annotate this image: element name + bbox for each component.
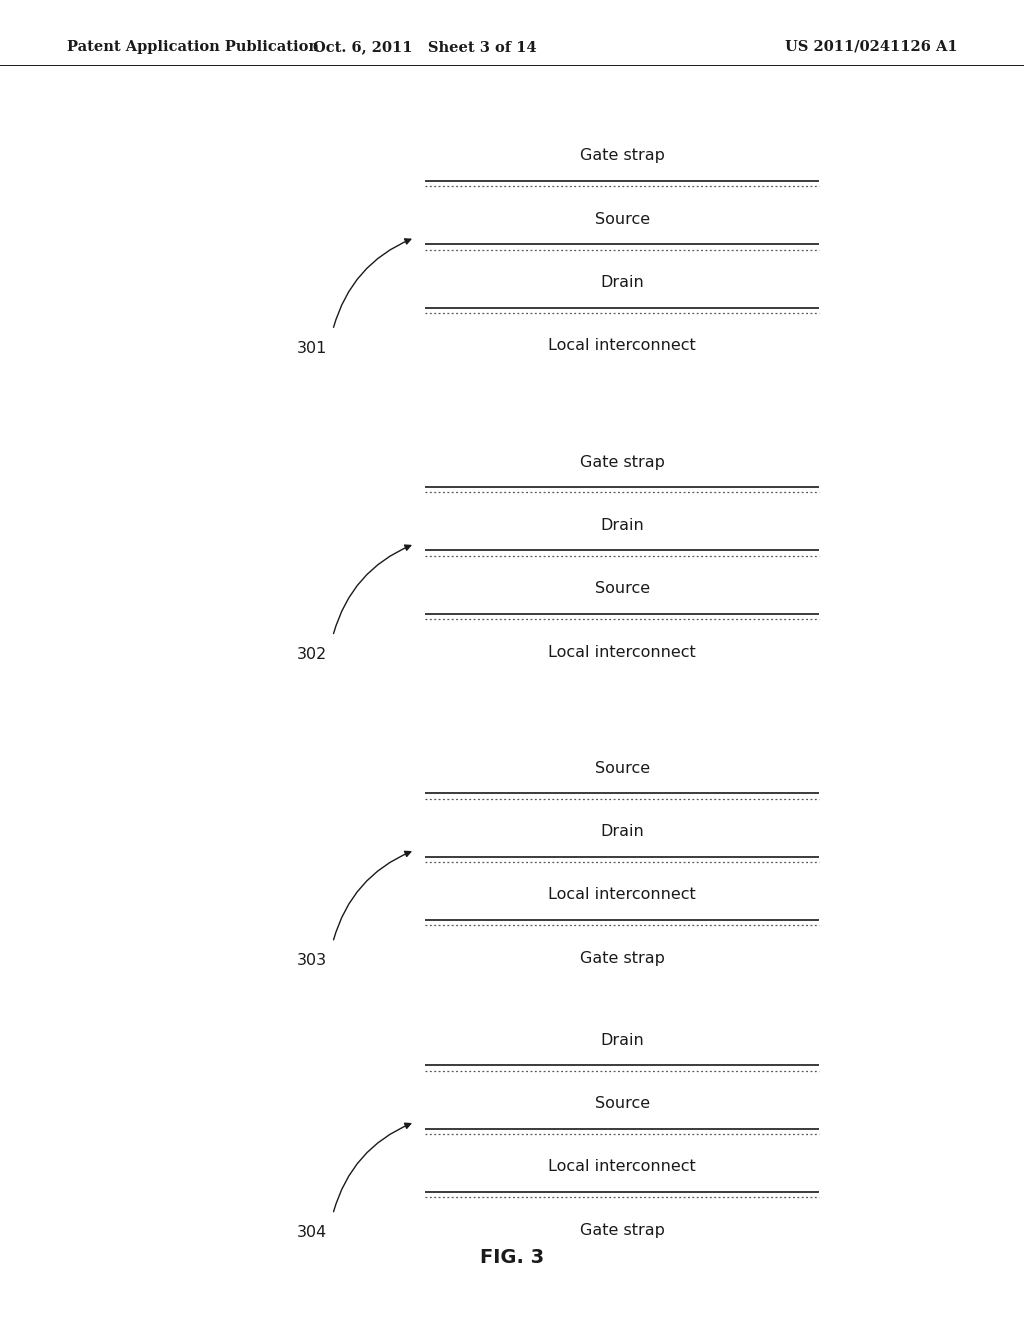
Text: Gate strap: Gate strap [580, 1222, 665, 1238]
Text: 301: 301 [297, 341, 328, 355]
Text: Gate strap: Gate strap [580, 148, 665, 164]
Text: Drain: Drain [600, 824, 644, 840]
Text: Source: Source [595, 1096, 649, 1111]
Text: US 2011/0241126 A1: US 2011/0241126 A1 [784, 40, 957, 54]
Text: Source: Source [595, 760, 649, 776]
Text: Source: Source [595, 211, 649, 227]
Text: Gate strap: Gate strap [580, 950, 665, 966]
Text: Patent Application Publication: Patent Application Publication [67, 40, 318, 54]
Text: Oct. 6, 2011   Sheet 3 of 14: Oct. 6, 2011 Sheet 3 of 14 [313, 40, 537, 54]
Text: Drain: Drain [600, 275, 644, 290]
Text: Local interconnect: Local interconnect [548, 644, 696, 660]
Text: 303: 303 [297, 953, 327, 968]
Text: Local interconnect: Local interconnect [548, 887, 696, 903]
Text: Local interconnect: Local interconnect [548, 338, 696, 354]
Text: 302: 302 [297, 647, 328, 661]
Text: Drain: Drain [600, 1032, 644, 1048]
Text: Source: Source [595, 581, 649, 597]
Text: 304: 304 [297, 1225, 328, 1239]
Text: FIG. 3: FIG. 3 [480, 1249, 544, 1267]
Text: Local interconnect: Local interconnect [548, 1159, 696, 1175]
Text: Gate strap: Gate strap [580, 454, 665, 470]
Text: Drain: Drain [600, 517, 644, 533]
